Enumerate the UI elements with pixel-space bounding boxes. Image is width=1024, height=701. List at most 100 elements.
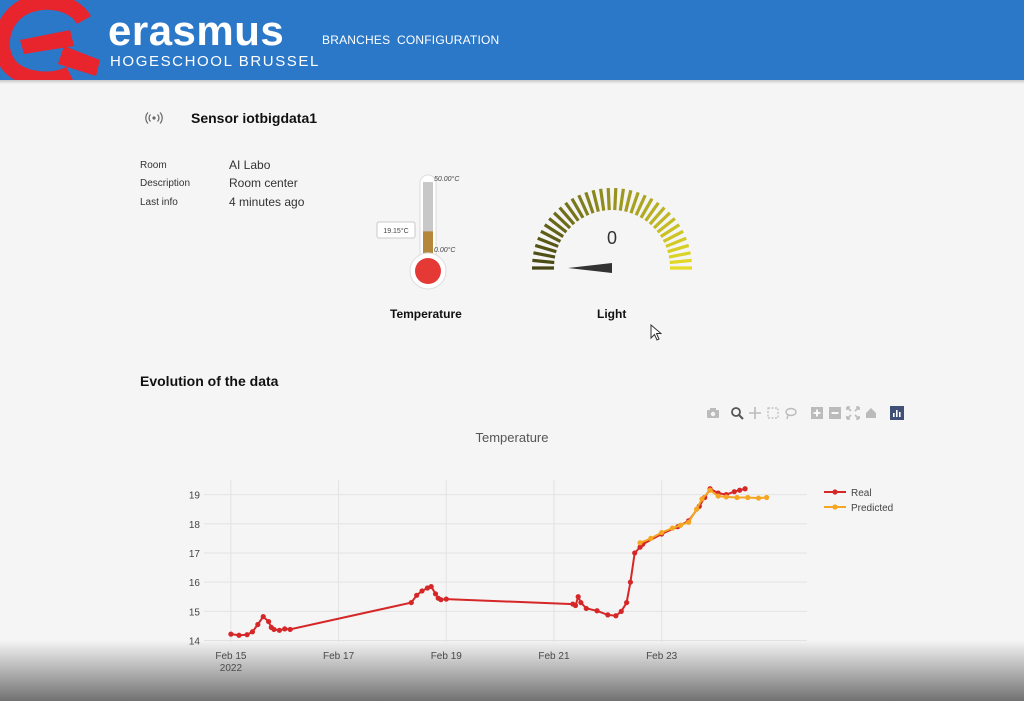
last-info-value: 4 minutes ago: [229, 195, 305, 209]
temperature-thermometer: 19.15°C 50.00°C 0.00°C: [376, 174, 460, 290]
data-point-real: [249, 629, 256, 635]
data-point-real: [408, 599, 414, 606]
x-tick-label: Feb 15: [215, 651, 247, 662]
nav-branches[interactable]: BRANCHES: [322, 33, 391, 47]
data-point-predicted: [715, 493, 721, 499]
data-point-real: [575, 594, 581, 600]
light-gauge-tick: [618, 188, 625, 211]
data-point-real: [276, 627, 282, 633]
plotly-logo-icon[interactable]: [890, 406, 904, 420]
description-value: Room center: [229, 176, 298, 190]
light-gauge-tick: [662, 229, 684, 243]
data-point-real: [244, 632, 250, 638]
data-point-real: [419, 588, 425, 594]
data-point-real: [632, 550, 638, 556]
light-gauge-tick: [634, 194, 647, 216]
light-gauge-tick: [629, 191, 640, 214]
brand-subtitle: HOGESCHOOL BRUSSEL: [110, 53, 320, 70]
brand-name: erasmus: [108, 7, 285, 54]
last-info-label: Last info: [140, 197, 178, 208]
zoom-icon[interactable]: [730, 406, 744, 420]
data-point-real: [255, 621, 261, 628]
light-gauge-tick: [540, 229, 562, 243]
data-point-real: [583, 605, 589, 612]
lasso-icon[interactable]: [784, 406, 798, 420]
data-point-real: [572, 602, 579, 609]
light-gauge-tick: [548, 217, 568, 234]
y-tick-label: 15: [189, 607, 201, 618]
box-select-icon[interactable]: [766, 406, 780, 420]
data-point-predicted: [745, 494, 751, 501]
top-navbar: erasmus HOGESCHOOL BRUSSEL BRANCHES CONF…: [0, 0, 1024, 80]
light-gauge-tick: [668, 251, 691, 259]
data-point-real: [731, 489, 737, 495]
x-tick-label: Feb 21: [538, 651, 570, 662]
autoscale-icon[interactable]: [846, 406, 860, 420]
light-gauge-tick: [543, 223, 565, 238]
chart-legend[interactable]: Real Predicted: [824, 488, 893, 514]
light-gauge-tick: [599, 188, 606, 211]
zoom-in-icon[interactable]: [810, 406, 824, 420]
light-gauge-tick: [552, 211, 572, 230]
chart-title: Temperature: [475, 430, 549, 445]
light-gauge-tick: [606, 188, 611, 211]
data-point-predicted: [685, 519, 692, 525]
thermo-max-label: 50.00°C: [434, 175, 460, 183]
light-gauge-tick: [570, 197, 585, 219]
sensor-broadcast-icon: [145, 112, 163, 124]
data-point-predicted: [723, 494, 729, 500]
light-gauge-tick: [591, 189, 600, 213]
light-gauge-tick: [644, 201, 660, 222]
zoom-out-icon[interactable]: [828, 406, 842, 420]
light-gauge-tick: [613, 188, 618, 211]
light-gauge-label: Light: [597, 307, 627, 321]
data-point-predicted: [648, 535, 654, 541]
current-temp-text: 19.15°C: [383, 227, 408, 235]
erasmus-logo-icon[interactable]: [0, 0, 100, 80]
x-tick-label: Feb 17: [323, 651, 355, 662]
series-line-real: [230, 487, 746, 637]
sensor-title: Sensor iotbigdata1: [191, 110, 318, 126]
light-gauge-tick: [656, 217, 676, 234]
data-point-real: [737, 487, 743, 493]
data-point-real: [271, 626, 277, 633]
data-point-predicted: [734, 494, 740, 501]
data-point-real: [742, 486, 748, 492]
data-point-real: [438, 597, 444, 603]
y-tick-label: 16: [189, 578, 201, 589]
x-tick-label: 2022: [220, 663, 243, 674]
legend-label[interactable]: Real: [851, 488, 872, 499]
nav-configuration[interactable]: CONFIGURATION: [397, 33, 500, 47]
pan-icon[interactable]: [748, 406, 762, 420]
legend-marker: [832, 504, 838, 510]
light-gauge-tick: [584, 191, 595, 214]
temperature-gauge-label: Temperature: [390, 307, 462, 321]
x-tick-label: Feb 19: [431, 651, 463, 662]
light-gauge-tick: [665, 236, 687, 248]
data-point-real: [627, 579, 634, 585]
data-point-real: [578, 599, 584, 606]
data-point-real: [428, 583, 434, 590]
data-point-predicted: [659, 529, 665, 536]
legend-label[interactable]: Predicted: [851, 503, 893, 514]
light-gauge-tick: [558, 206, 576, 226]
chart-series: [228, 486, 770, 638]
data-point-real: [414, 592, 420, 598]
data-point-predicted: [764, 494, 770, 501]
light-gauge-tick: [532, 258, 555, 265]
light-gauge-tick: [667, 243, 690, 254]
camera-icon[interactable]: [706, 406, 720, 420]
data-point-real: [618, 608, 624, 614]
light-gauge-tick: [669, 258, 692, 265]
y-tick-label: 17: [189, 549, 201, 560]
light-gauge-ticks: [532, 188, 692, 270]
light-gauge-tick: [659, 223, 681, 238]
y-axis-ticks: 14 15 16 17 18 19: [189, 491, 201, 648]
data-point-real: [432, 591, 439, 597]
data-point-real: [594, 608, 600, 614]
thermometer-tube: [423, 182, 433, 262]
reset-axes-icon[interactable]: [864, 406, 878, 420]
y-tick-label: 19: [189, 491, 201, 502]
